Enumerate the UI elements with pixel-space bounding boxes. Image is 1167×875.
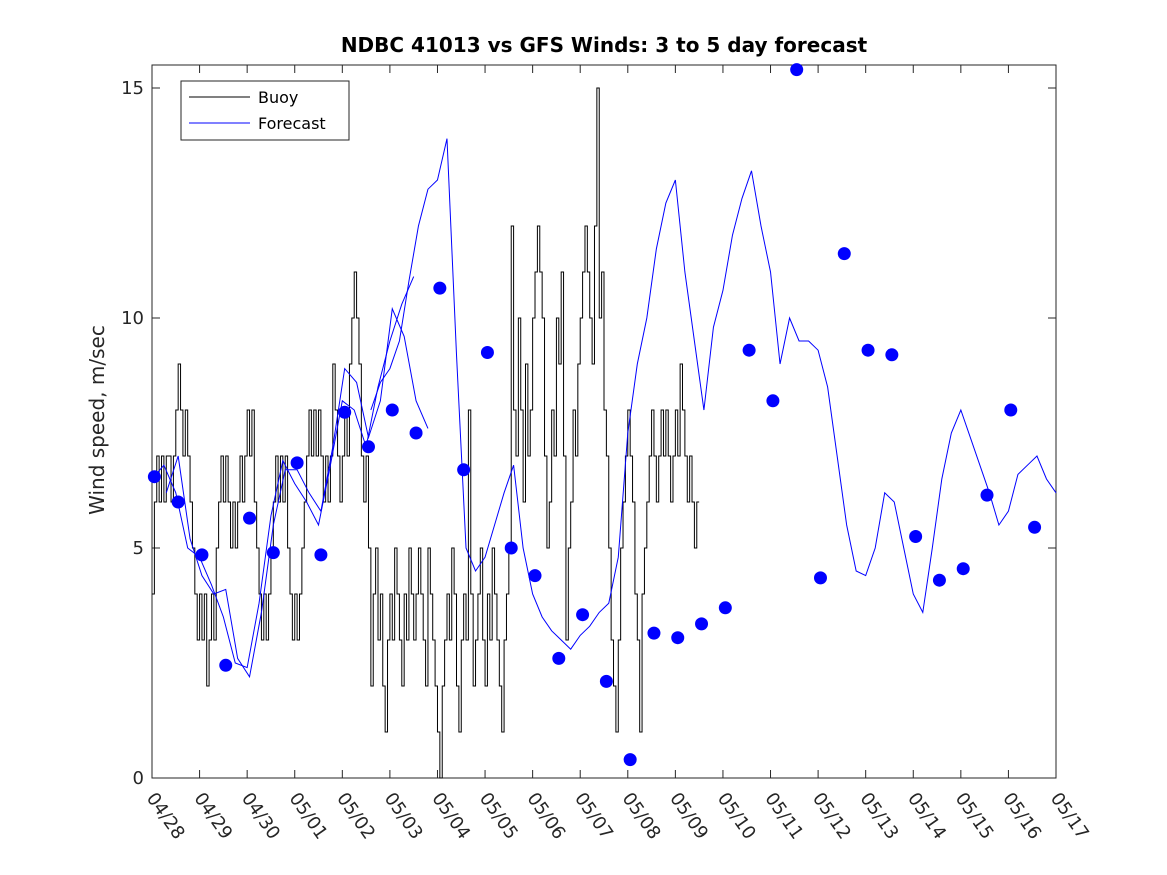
forecast-marker [385,403,399,417]
forecast-marker [195,548,209,562]
forecast-marker [671,631,685,645]
x-tick-label: 05/17 [1046,789,1093,844]
x-tick-label: 05/13 [856,789,903,844]
forecast-line [370,138,1057,650]
plot-area [151,64,1057,779]
x-tick-label: 05/16 [998,789,1045,844]
forecast-marker [742,343,756,357]
forecast-marker [599,674,613,688]
y-tick-label: 0 [133,768,144,789]
forecast-marker [243,511,257,525]
forecast-marker [623,753,637,767]
y-axis-label: Wind speed, m/sec [85,325,109,515]
x-tick-label: 05/12 [808,789,855,844]
forecast-marker [885,348,899,362]
y-tick-label: 15 [121,78,144,99]
legend-forecast-label: Forecast [258,114,326,133]
x-tick-label: 04/30 [237,789,284,844]
forecast-marker [290,456,304,470]
x-tick-label: 05/05 [475,789,522,844]
forecast-marker [956,562,970,576]
forecast-markers [147,63,1042,767]
x-tick-label: 05/01 [285,789,332,844]
forecast-marker [314,548,328,562]
forecast-marker [1028,520,1042,534]
forecast-marker [552,651,566,665]
y-axis-ticks: 0 5 10 15 [121,78,1056,789]
forecast-marker [861,343,875,357]
x-tick-label: 05/03 [380,789,427,844]
chart-title: NDBC 41013 vs GFS Winds: 3 to 5 day fore… [341,33,868,57]
x-tick-label: 04/29 [189,789,236,844]
x-tick-label: 05/15 [951,789,998,844]
x-tick-label: 05/14 [903,789,950,844]
forecast-marker [480,346,494,359]
forecast-marker [718,601,732,615]
forecast-line [165,306,429,679]
forecast-marker [980,488,994,502]
x-tick-label: 05/11 [760,789,807,844]
forecast-marker [433,281,447,295]
forecast-marker [790,63,804,77]
forecast-marker [457,463,471,477]
buoy-series [152,87,700,779]
forecast-marker [504,541,518,555]
x-tick-label: 05/10 [713,789,760,844]
forecast-marker [219,658,233,672]
forecast-marker [1004,403,1018,417]
forecast-marker [766,394,780,408]
forecast-marker [409,426,423,440]
forecast-marker [576,608,590,622]
x-tick-label: 05/09 [665,789,712,844]
x-tick-label: 05/02 [332,789,379,844]
y-tick-label: 10 [121,308,144,329]
forecast-marker [147,470,161,484]
forecast-marker [932,573,946,587]
forecast-marker [813,571,827,585]
x-tick-label: 05/04 [427,789,474,844]
forecast-marker [909,530,923,543]
x-tick-label: 05/08 [618,789,665,844]
forecast-marker [171,495,185,509]
x-tick-label: 05/07 [570,789,617,844]
forecast-marker [528,569,542,583]
legend-box [180,80,350,141]
forecast-marker [837,247,851,261]
forecast-marker [338,405,352,419]
y-tick-label: 5 [133,538,144,559]
forecast-marker [647,626,661,640]
forecast-marker [695,617,709,631]
forecast-marker [361,440,375,454]
x-tick-label: 05/06 [523,789,570,844]
forecast-marker [266,546,280,560]
x-tick-label: 04/28 [142,789,189,844]
legend-buoy-label: Buoy [258,88,298,107]
legend: Buoy Forecast [180,80,350,141]
buoy-line [152,87,700,779]
